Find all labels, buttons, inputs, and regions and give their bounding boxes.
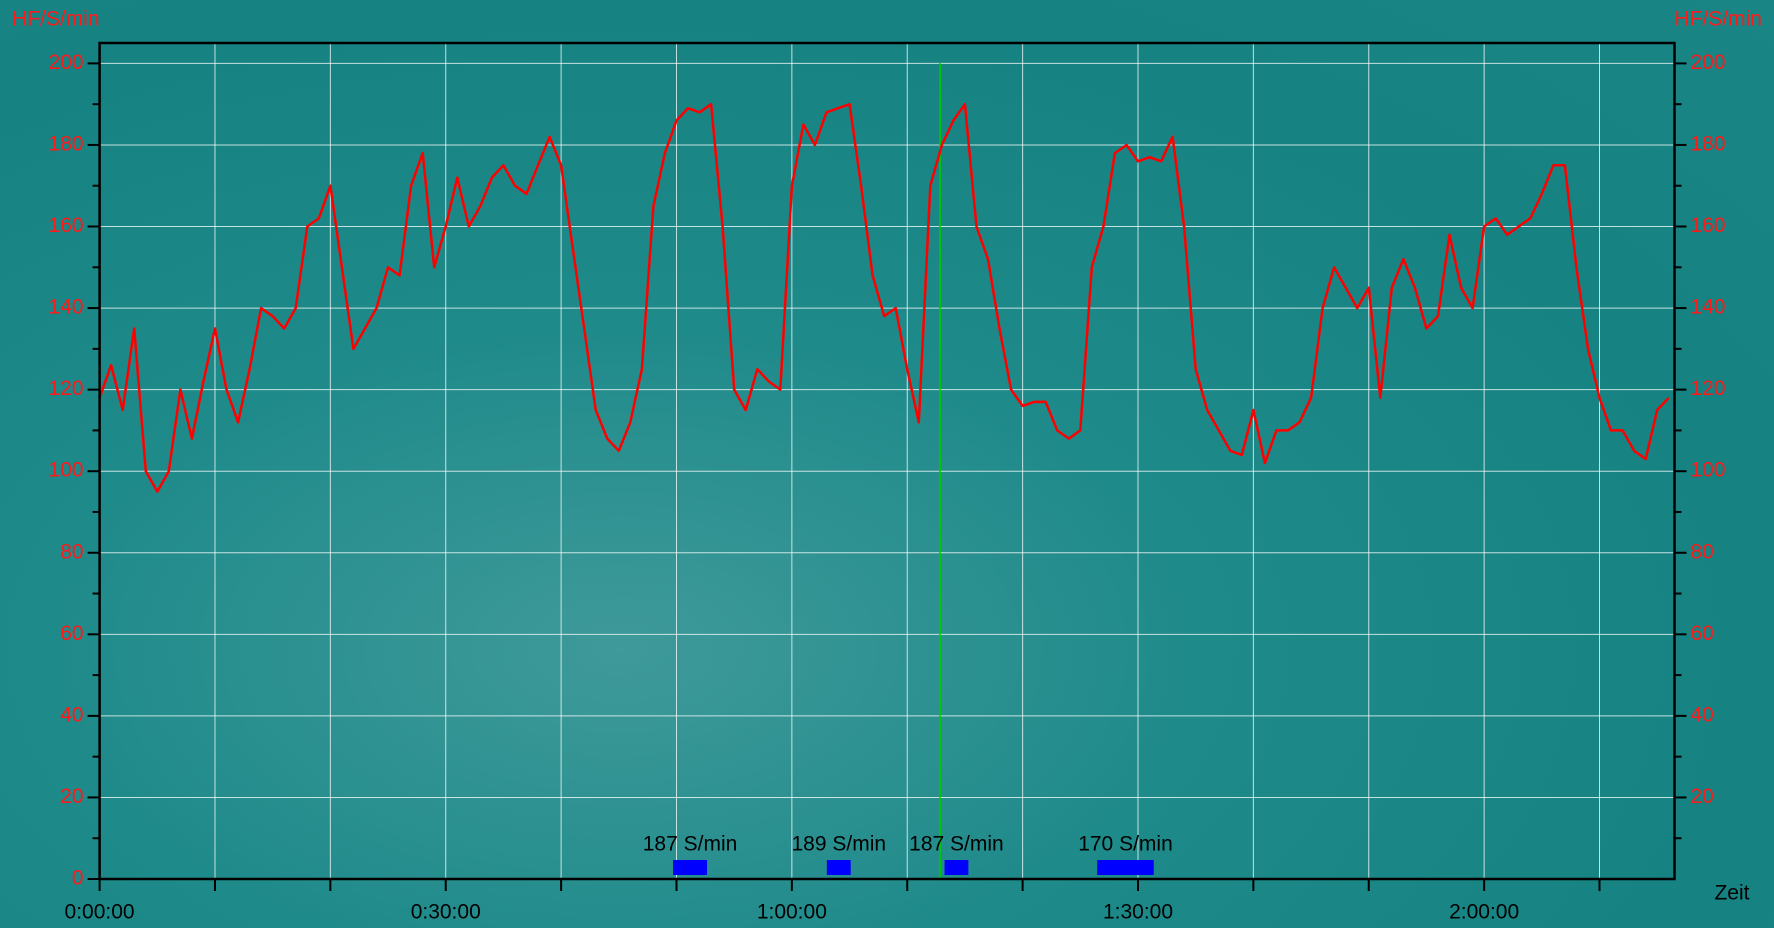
y-tick-label: 40 [60, 703, 83, 726]
y2-tick-label: 200 [1691, 51, 1726, 74]
y-tick-label: 200 [49, 51, 84, 74]
y-tick-label: 160 [49, 214, 84, 237]
x-tick-label: 0:00:00 [65, 901, 135, 924]
y-tick-label: 100 [49, 459, 84, 482]
zone-label: 189 S/min [792, 833, 887, 856]
y2-tick-label: 40 [1691, 703, 1714, 726]
x-tick-label: 1:00:00 [757, 901, 827, 924]
y-tick-label: 60 [60, 622, 83, 645]
y-axis-label: HF/S/min [12, 8, 100, 31]
y2-tick-label: 60 [1691, 622, 1714, 645]
y-tick-label: 120 [49, 377, 84, 400]
zone-label: 170 S/min [1078, 833, 1173, 856]
y-tick-label: 180 [49, 132, 84, 155]
x-axis-label: Zeit [1714, 882, 1749, 905]
y2-tick-label: 140 [1691, 296, 1726, 319]
zone-marker [945, 860, 969, 875]
y2-tick-label: 20 [1691, 785, 1714, 808]
y2-tick-label: 100 [1691, 459, 1726, 482]
x-tick-label: 2:00:00 [1449, 901, 1519, 924]
zone-marker [827, 860, 851, 875]
zone-marker [1097, 860, 1154, 875]
y-tick-label: 80 [60, 540, 83, 563]
page: HF/S/min HF/S/min Zeit 0 20 40 60 80 100 120 14… [0, 0, 1774, 928]
x-tick-label: 0:30:00 [411, 901, 481, 924]
hr-line [100, 104, 1669, 491]
y2-tick-label: 120 [1691, 377, 1726, 400]
plot-frame [100, 43, 1675, 879]
y-tick-label: 0 [72, 867, 84, 890]
chart: HF/S/min HF/S/min Zeit 0 20 40 60 80 100 120 14… [0, 0, 1774, 928]
zone-label: 187 S/min [643, 833, 738, 856]
y2-axis-label: HF/S/min [1674, 8, 1762, 31]
zone-label: 187 S/min [909, 833, 1004, 856]
zone-marker [673, 860, 707, 875]
y2-tick-label: 80 [1691, 540, 1714, 563]
y-tick-label: 140 [49, 296, 84, 319]
y2-tick-label: 160 [1691, 214, 1726, 237]
y-tick-label: 20 [60, 785, 83, 808]
y2-tick-label: 180 [1691, 132, 1726, 155]
x-tick-label: 1:30:00 [1103, 901, 1173, 924]
